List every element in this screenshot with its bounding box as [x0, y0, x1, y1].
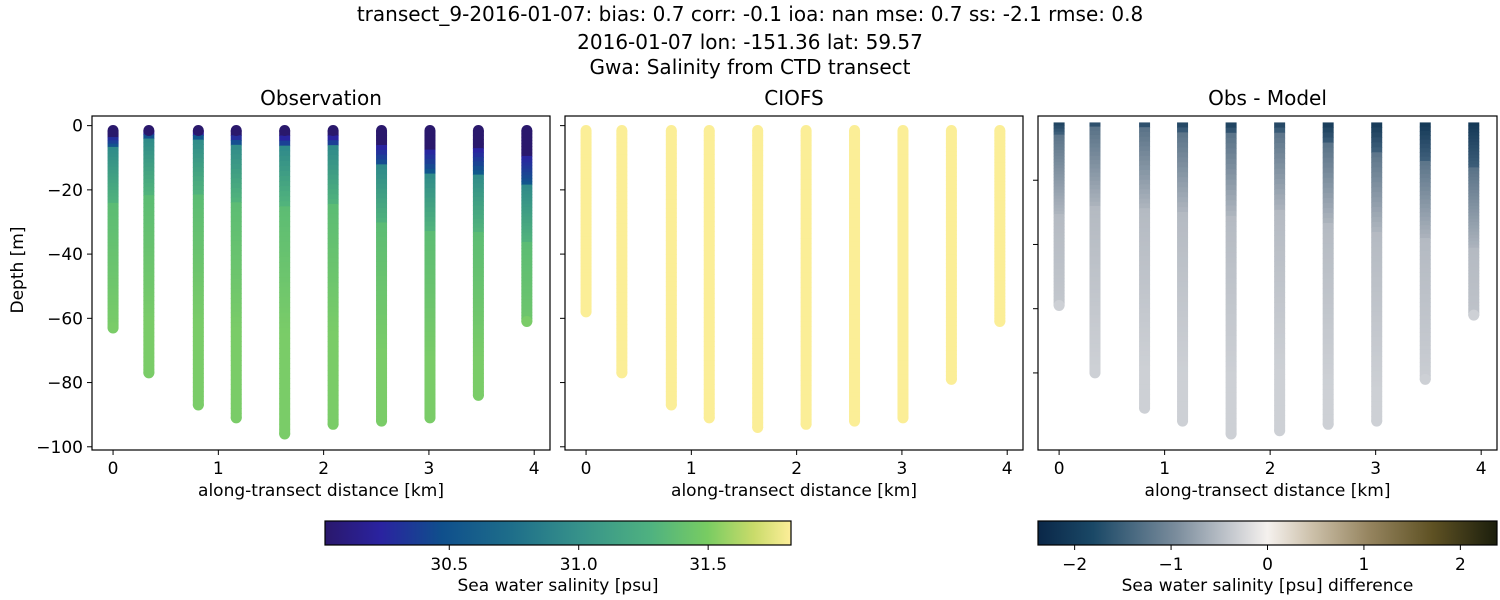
svg-text:2: 2: [318, 459, 329, 479]
svg-text:3: 3: [424, 459, 435, 479]
colorbar-difference: −2 −1 0 1 2: [1037, 520, 1498, 575]
svg-text:−1: −1: [1159, 555, 1184, 575]
suptitle-line-2: 2016-01-07 lon: -151.36 lat: 59.57: [577, 30, 923, 54]
svg-text:−60: −60: [47, 309, 83, 329]
svg-text:4: 4: [1476, 459, 1487, 479]
xlabel-obs-minus-model: along-transect distance [km]: [1144, 481, 1391, 501]
xlabel-observation: along-transect distance [km]: [198, 481, 444, 501]
xlabel-ciofs: along-transect distance [km]: [671, 481, 917, 501]
svg-text:2: 2: [791, 459, 802, 479]
panel-title-obs-minus-model: Obs - Model: [1208, 86, 1327, 110]
svg-text:1: 1: [686, 459, 697, 479]
svg-text:31.0: 31.0: [560, 555, 598, 575]
plot-observation: 0 1 2 3 4 0 −20 −40 −60 −80 −100: [36, 115, 551, 479]
svg-text:3: 3: [897, 459, 908, 479]
svg-text:3: 3: [1370, 459, 1381, 479]
svg-text:−40: −40: [47, 245, 83, 265]
svg-text:−100: −100: [36, 438, 83, 458]
plot-ciofs: 0 1 2 3 4: [560, 115, 1024, 479]
colorbar-salinity: 30.5 31.0 31.5: [324, 520, 792, 575]
svg-text:0: 0: [581, 459, 592, 479]
colorbar-difference-label: Sea water salinity [psu] difference: [1121, 576, 1414, 596]
svg-text:1: 1: [1159, 459, 1170, 479]
svg-text:0: 0: [108, 459, 119, 479]
svg-text:2: 2: [1455, 555, 1466, 575]
svg-text:−20: −20: [47, 181, 83, 201]
suptitle-line-1: transect_9-2016-01-07: bias: 0.7 corr: -…: [356, 2, 1144, 26]
svg-text:1: 1: [213, 459, 224, 479]
svg-text:−80: −80: [47, 374, 83, 394]
panel-title-ciofs: CIOFS: [764, 86, 824, 110]
suptitle-line-3: Gwa: Salinity from CTD transect: [589, 55, 911, 79]
svg-text:4: 4: [529, 459, 540, 479]
panel-title-observation: Observation: [260, 86, 382, 110]
svg-text:30.5: 30.5: [430, 555, 468, 575]
svg-text:2: 2: [1265, 459, 1276, 479]
svg-text:0: 0: [1262, 555, 1273, 575]
plot-obs-minus-model: 0 1 2 3 4: [1033, 115, 1498, 479]
svg-text:0: 0: [72, 117, 83, 137]
colorbar-salinity-label: Sea water salinity [psu]: [457, 576, 659, 596]
svg-text:4: 4: [1002, 459, 1013, 479]
svg-text:1: 1: [1359, 555, 1370, 575]
svg-text:−2: −2: [1062, 555, 1087, 575]
svg-text:31.5: 31.5: [689, 555, 727, 575]
svg-text:0: 0: [1054, 459, 1065, 479]
